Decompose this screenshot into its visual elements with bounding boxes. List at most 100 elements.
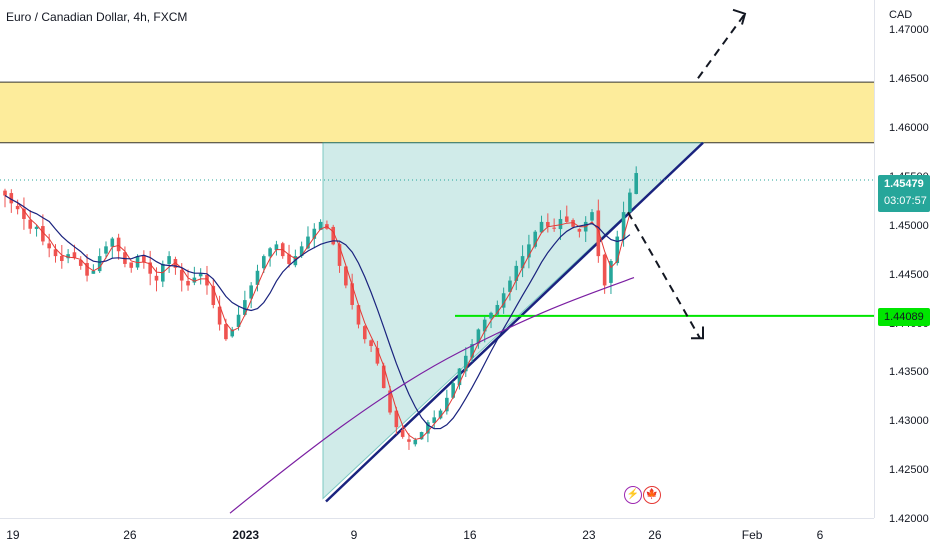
candle-body <box>394 410 399 428</box>
candle-body <box>571 220 575 227</box>
candle-body <box>261 256 266 269</box>
candle-body <box>400 429 405 437</box>
candle-body <box>590 212 594 221</box>
candle-body <box>369 340 373 347</box>
candle-body <box>186 281 190 286</box>
price-tick: 1.43000 <box>889 415 929 428</box>
candle-body <box>331 226 336 245</box>
candle-body <box>489 312 493 319</box>
time-tick: 9 <box>350 528 358 542</box>
price-axis[interactable]: CAD 1.470001.465001.460001.455001.450001… <box>874 0 932 525</box>
candle-body <box>154 275 159 281</box>
target-price-badge: 1.44089 <box>878 308 930 326</box>
bearish-arrowhead <box>691 326 704 340</box>
candle-body <box>344 266 348 286</box>
ascending-trendline <box>325 141 704 503</box>
candle-body <box>514 265 519 281</box>
candle-body <box>457 368 462 386</box>
time-tick: 26 <box>648 528 662 542</box>
chart-title: Euro / Canadian Dollar, 4h, FXCM <box>6 10 188 24</box>
candle-body <box>97 256 102 272</box>
candle-body <box>602 254 607 286</box>
candle-body <box>249 285 253 299</box>
candle-body <box>539 221 544 233</box>
candle-body <box>236 314 241 327</box>
candle-body <box>53 249 58 257</box>
candle-body <box>22 208 26 219</box>
candle-body <box>596 210 601 257</box>
candle-body <box>34 226 39 230</box>
currency-label: CAD <box>889 9 913 21</box>
canada-flag-icon[interactable]: 🍁 <box>643 486 661 504</box>
chart-area[interactable]: Euro / Canadian Dollar, 4h, FXCM ⚡ 🍁 <box>0 0 874 518</box>
candle-body <box>255 270 260 285</box>
candle-body <box>634 173 638 194</box>
time-tick: 2023 <box>232 528 260 542</box>
candle-body <box>558 218 563 230</box>
time-tick: 23 <box>582 528 596 542</box>
candle-body <box>419 432 424 440</box>
candle-body <box>407 439 411 442</box>
candle-body <box>451 383 455 398</box>
candle-body <box>546 221 550 227</box>
candle-body <box>72 252 77 259</box>
candle-body <box>615 236 620 264</box>
current-price-value: 1.45479 <box>884 178 924 190</box>
candle-body <box>609 261 613 283</box>
candle-body <box>268 248 272 257</box>
price-tick: 1.42500 <box>889 464 929 477</box>
candle-body <box>426 422 430 434</box>
current-price-badge: 1.45479 03:07:57 <box>878 175 930 212</box>
candle-body <box>356 305 361 325</box>
flash-icon[interactable]: ⚡ <box>624 486 642 504</box>
candle-body <box>198 273 203 277</box>
candle-body <box>230 329 235 337</box>
candle-body <box>381 365 386 389</box>
candle-body <box>9 193 14 204</box>
candle-body <box>413 439 418 445</box>
candle-body <box>495 304 500 315</box>
candle-body <box>438 410 443 419</box>
candle-body <box>375 347 380 364</box>
price-tick: 1.46000 <box>889 122 929 135</box>
time-tick: Feb <box>741 528 763 542</box>
candle-body <box>173 259 178 268</box>
time-tick: 19 <box>6 528 20 542</box>
candle-body <box>135 256 140 268</box>
candle-body <box>476 329 481 344</box>
candle-countdown: 03:07:57 <box>884 195 927 207</box>
candle-body <box>167 256 171 264</box>
price-tick: 1.45000 <box>889 219 929 232</box>
price-tick: 1.42000 <box>889 513 929 525</box>
candle-body <box>243 300 247 315</box>
candle-body <box>432 417 437 423</box>
candle-body <box>205 274 209 286</box>
candle-body <box>85 262 89 276</box>
price-tick: 1.47000 <box>889 24 929 37</box>
candle-body <box>148 262 152 274</box>
candle-body <box>287 254 291 264</box>
candle-body <box>445 397 449 412</box>
candle-body <box>142 255 146 262</box>
bullish-projection-arrow <box>697 13 746 79</box>
time-tick: 16 <box>463 528 477 542</box>
ma-slow-line <box>229 277 635 514</box>
candle-body <box>621 212 626 240</box>
candle-body <box>15 205 20 210</box>
chart-canvas[interactable] <box>0 0 874 518</box>
candle-body <box>520 256 525 269</box>
time-axis[interactable]: 19 26 2023 9 16 23 26 Feb 6 <box>0 518 874 551</box>
candle-body <box>28 219 33 229</box>
candle-body <box>508 280 512 292</box>
candle-body <box>211 285 216 305</box>
candle-body <box>533 231 538 247</box>
price-tick: 1.44500 <box>889 268 929 281</box>
event-icons[interactable]: ⚡ 🍁 <box>624 486 661 506</box>
candle-body <box>299 246 304 257</box>
candle-body <box>129 262 134 268</box>
candle-body <box>116 237 121 252</box>
candle-body <box>306 236 310 249</box>
candle-body <box>577 228 582 232</box>
candle-body <box>388 390 392 413</box>
time-tick: 6 <box>816 528 824 542</box>
